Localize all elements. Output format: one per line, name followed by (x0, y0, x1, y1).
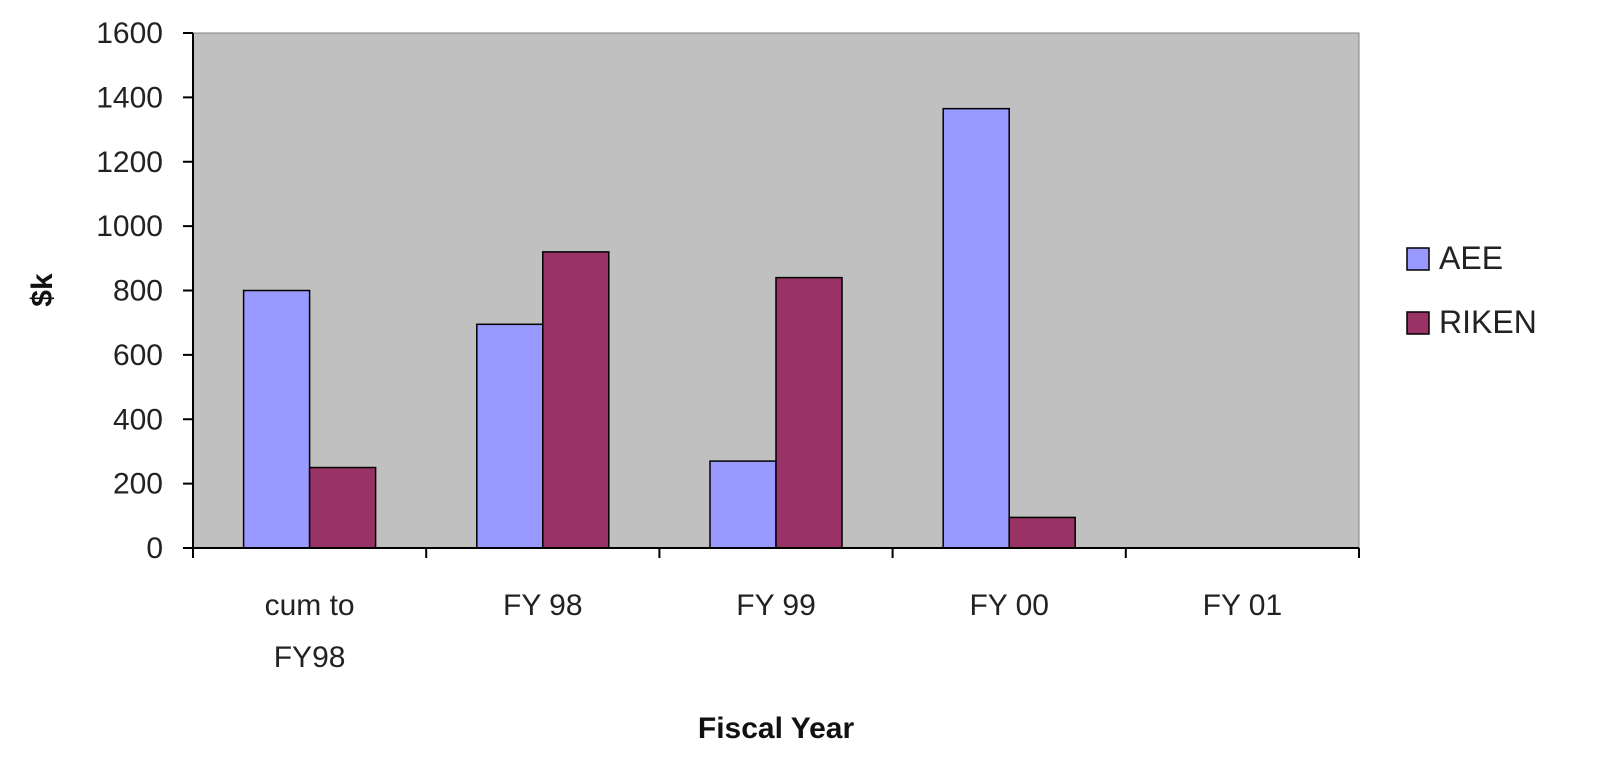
bar-aee (242, 289, 311, 549)
bar-riken (775, 276, 843, 549)
y-tick-label: 400 (113, 403, 163, 436)
y-tick-label: 1200 (96, 146, 163, 179)
legend-swatch-riken (1406, 311, 1430, 335)
y-tick-label: 1400 (96, 81, 163, 114)
bar-riken (1008, 516, 1076, 549)
x-tick-label: FY 00 (969, 589, 1049, 622)
x-tick-label: FY 98 (503, 589, 583, 622)
legend: AEE RIKEN (1393, 222, 1563, 350)
bar-riken (542, 251, 610, 549)
bar-riken (308, 466, 377, 549)
y-tick-label: 1000 (96, 210, 163, 243)
x-tick-label: cum to FY98 (265, 589, 355, 674)
y-tick-label: 600 (113, 339, 163, 372)
legend-label-riken: RIKEN (1439, 304, 1537, 340)
bar-aee (476, 323, 544, 549)
x-tick-label: FY 99 (736, 589, 816, 622)
legend-label-aee: AEE (1439, 240, 1503, 276)
bar-aee (709, 460, 777, 549)
x-tick-label: FY 01 (1203, 589, 1283, 622)
y-tick-label: 1600 (96, 17, 163, 50)
y-tick-label: 200 (113, 468, 163, 501)
legend-swatch-aee (1406, 247, 1430, 271)
y-tick-label: 800 (113, 275, 163, 308)
x-axis-title: Fiscal Year (698, 712, 855, 745)
bar-aee (942, 107, 1010, 549)
y-axis-title: $k (26, 273, 59, 307)
y-tick-label: 0 (146, 532, 163, 565)
